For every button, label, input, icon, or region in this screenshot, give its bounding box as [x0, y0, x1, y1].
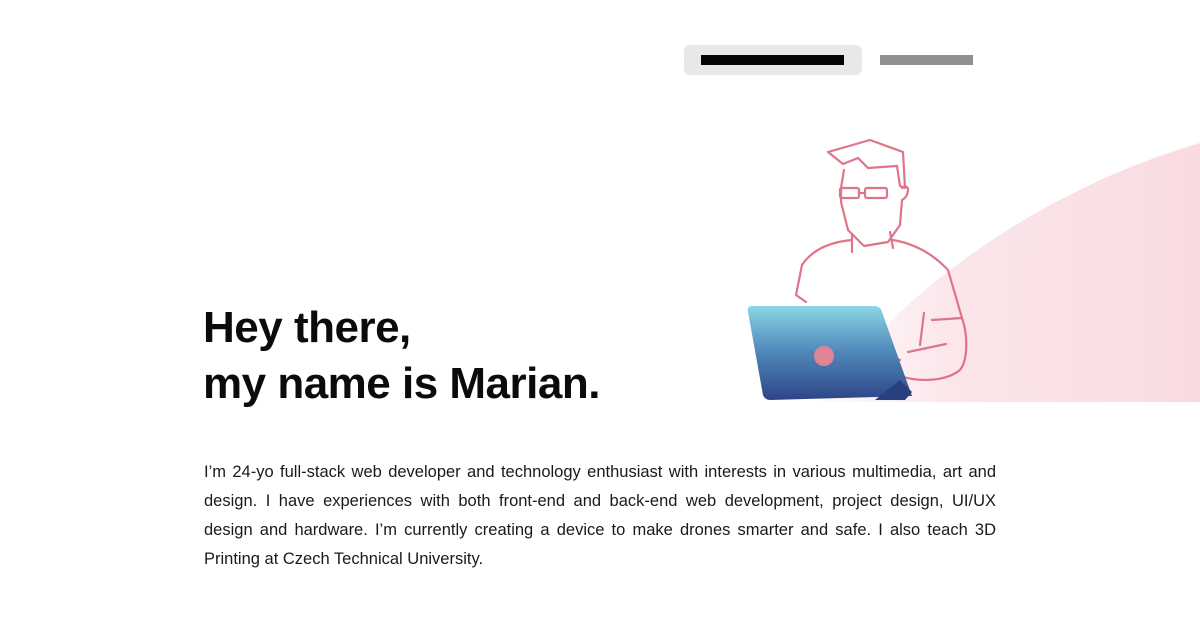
bio-paragraph: I’m 24-yo full-stack web developer and t…	[204, 463, 996, 568]
nav-item-label	[701, 55, 844, 65]
page-title: Hey there, my name is Marian.	[203, 300, 600, 412]
nav-item-inactive[interactable]	[880, 55, 973, 65]
headline-line-1: Hey there,	[203, 303, 411, 352]
headline-line-2: my name is Marian.	[203, 359, 600, 408]
nav-item-active[interactable]	[684, 45, 862, 75]
developer-with-laptop-icon	[747, 138, 968, 400]
